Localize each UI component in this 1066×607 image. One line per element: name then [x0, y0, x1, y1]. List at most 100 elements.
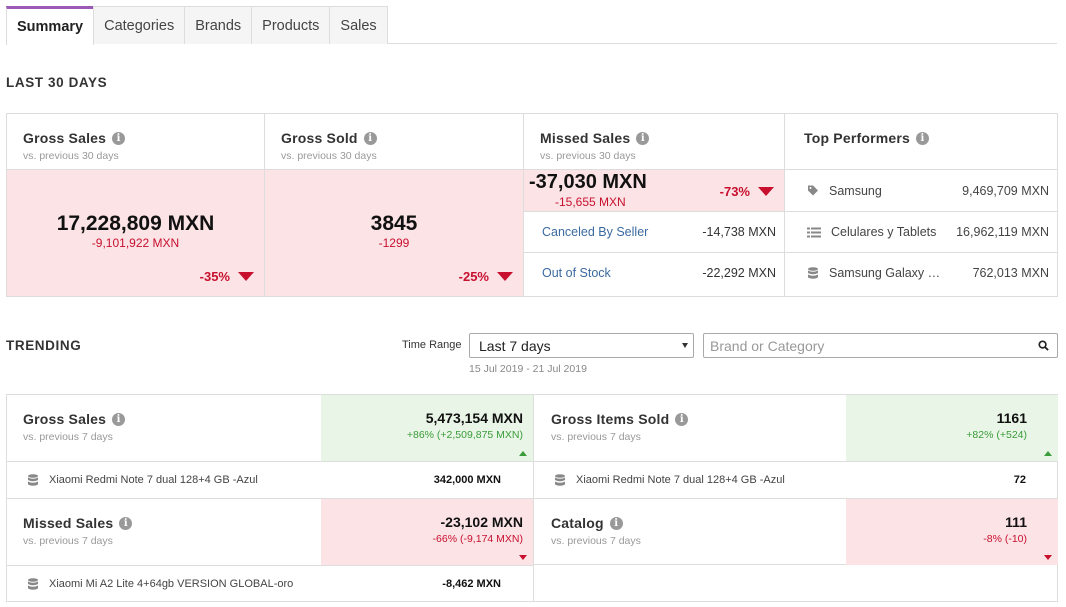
performer-name: Celulares y Tablets: [831, 225, 937, 239]
trend-value: -23,102 MXN: [440, 514, 523, 530]
top-performer-product[interactable]: Samsung Galaxy … 762,013 MXN: [785, 252, 1057, 293]
card-subtitle: vs. previous 30 days: [23, 150, 119, 162]
last-30-days-title: LAST 30 DAYS: [6, 75, 108, 90]
arrow-up-icon: [1044, 451, 1052, 456]
arrow-down-icon: [497, 272, 513, 281]
gross-sold-value: 3845: [370, 212, 418, 235]
database-icon: [555, 473, 565, 486]
info-icon[interactable]: i: [609, 516, 623, 530]
trend-value: 111: [1005, 514, 1027, 530]
performer-name: Samsung: [829, 183, 882, 198]
search-icon[interactable]: [1038, 340, 1049, 351]
top-item-name: Xiaomi Redmi Note 7 dual 128+4 GB -Azul: [576, 474, 785, 486]
trending-catalog-card: Catalog i vs. previous 7 days 111 -8% (-1…: [534, 499, 1058, 565]
search-input[interactable]: [710, 337, 1030, 354]
time-range-label: Time Range: [402, 339, 462, 351]
row-value: -14,738 MXN: [702, 225, 776, 239]
gross-sales-value: 17,228,809 MXN: [56, 212, 215, 235]
top-performer-category[interactable]: Celulares y Tablets 16,962,119 MXN: [785, 211, 1057, 252]
trend-value: 1161: [996, 410, 1027, 426]
out-of-stock-link[interactable]: Out of Stock: [542, 266, 611, 280]
list-icon: [807, 227, 821, 237]
trend-delta: -66% (-9,174 MXN): [432, 533, 523, 545]
gross-sold-card: Gross Sold i vs. previous 30 days 3845 -1…: [265, 114, 524, 296]
missed-row-out-of-stock: Out of Stock -22,292 MXN: [524, 252, 784, 293]
gross-sales-delta: -9,101,922 MXN: [91, 236, 180, 250]
tag-icon: [808, 185, 818, 196]
performer-value: 9,469,709 MXN: [962, 183, 1049, 198]
performer-value: 762,013 MXN: [972, 266, 1049, 280]
top-item-value: 72: [1013, 474, 1026, 486]
card-title: Gross Items Sold: [551, 411, 670, 427]
arrow-up-icon: [519, 451, 527, 456]
info-icon[interactable]: i: [112, 131, 126, 145]
card-subtitle: vs. previous 7 days: [551, 431, 641, 443]
database-icon: [28, 577, 38, 590]
tab-categories[interactable]: Categories: [93, 6, 186, 44]
brand-category-search: [703, 333, 1058, 358]
date-range: 15 Jul 2019 - 21 Jul 2019: [469, 363, 587, 375]
card-subtitle: vs. previous 7 days: [23, 431, 113, 443]
trending-panel: Gross Sales i vs. previous 7 days 5,473,1…: [6, 394, 1058, 602]
trending-missed-sales-value-box: -23,102 MXN -66% (-9,174 MXN): [321, 499, 533, 565]
tab-sales[interactable]: Sales: [329, 6, 388, 44]
pct-value: -73%: [719, 184, 750, 199]
arrow-down-icon: [758, 187, 774, 196]
chevron-down-icon: [682, 343, 688, 348]
arrow-down-icon: [1044, 555, 1052, 560]
info-icon[interactable]: i: [636, 131, 650, 145]
info-icon[interactable]: i: [112, 412, 126, 426]
trending-title: TRENDING: [6, 338, 82, 353]
performer-name: Samsung Galaxy …: [829, 266, 941, 280]
gross-sales-card: Gross Sales i vs. previous 30 days 17,228…: [7, 114, 265, 296]
top-item-value: -8,462 MXN: [442, 578, 501, 590]
pct-value: -25%: [458, 269, 489, 284]
pct-value: -35%: [199, 269, 230, 284]
card-subtitle: vs. previous 7 days: [23, 535, 113, 547]
top-performers-card: Top Performers i Samsung 9,469,709 MXN Ce…: [785, 114, 1057, 296]
arrow-down-icon: [238, 272, 254, 281]
card-title: Gross Sales: [23, 411, 107, 427]
info-icon[interactable]: i: [675, 412, 689, 426]
card-title: Missed Sales: [23, 515, 114, 531]
info-icon[interactable]: i: [119, 516, 133, 530]
trending-gross-sales-value-box: 5,473,154 MXN +86% (+2,509,875 MXN): [321, 395, 533, 461]
card-subtitle: vs. previous 7 days: [551, 535, 641, 547]
missed-sales-card: Missed Sales i vs. previous 30 days -37,0…: [524, 114, 785, 296]
card-title: Gross Sold: [281, 130, 358, 146]
performer-value: 16,962,119 MXN: [956, 225, 1049, 239]
info-icon[interactable]: i: [916, 131, 930, 145]
card-subtitle: vs. previous 30 days: [281, 150, 377, 162]
card-title: Top Performers: [804, 130, 911, 146]
top-item-name: Xiaomi Redmi Note 7 dual 128+4 GB -Azul: [49, 474, 258, 486]
database-icon: [28, 473, 38, 486]
trending-catalog-value-box: 111 -8% (-10): [846, 499, 1058, 565]
card-title: Missed Sales: [540, 130, 631, 146]
gross-sold-pct: -25%: [459, 269, 513, 284]
card-title: Catalog: [551, 515, 604, 531]
tab-products[interactable]: Products: [251, 6, 331, 44]
trend-delta: +86% (+2,509,875 MXN): [406, 429, 523, 441]
card-title: Gross Sales: [23, 130, 107, 146]
last-30-days-panel: Gross Sales i vs. previous 30 days 17,228…: [6, 113, 1058, 297]
missed-sales-delta: -15,655 MXN: [555, 195, 626, 209]
trending-top-item[interactable]: Xiaomi Redmi Note 7 dual 128+4 GB -Azul …: [534, 461, 1058, 498]
missed-row-canceled: Canceled By Seller -14,738 MXN: [524, 211, 784, 252]
info-icon[interactable]: i: [363, 131, 377, 145]
time-range-select[interactable]: Last 7 days: [469, 333, 694, 358]
tab-bar: Summary Categories Brands Products Sales: [6, 6, 1057, 45]
gross-sold-delta: -1299: [378, 236, 410, 250]
tab-brands[interactable]: Brands: [184, 6, 253, 44]
gross-sales-pct: -35%: [200, 269, 254, 284]
tab-summary[interactable]: Summary: [6, 6, 95, 45]
trending-top-item[interactable]: Xiaomi Redmi Note 7 dual 128+4 GB -Azul …: [7, 461, 533, 498]
canceled-by-seller-link[interactable]: Canceled By Seller: [542, 225, 649, 239]
top-performer-brand[interactable]: Samsung 9,469,709 MXN: [785, 170, 1057, 211]
missed-sales-value: -37,030 MXN: [529, 171, 647, 193]
missed-sales-summary: -37,030 MXN -15,655 MXN -73%: [524, 170, 784, 211]
top-item-name: Xiaomi Mi A2 Lite 4+64gb VERSION GLOBAL-…: [49, 578, 294, 590]
card-subtitle: vs. previous 30 days: [540, 150, 636, 162]
trend-delta: +82% (+524): [966, 429, 1027, 441]
trending-top-item[interactable]: Xiaomi Mi A2 Lite 4+64gb VERSION GLOBAL-…: [7, 565, 533, 602]
trending-gross-items-card: Gross Items Sold i vs. previous 7 days 11…: [534, 395, 1058, 499]
